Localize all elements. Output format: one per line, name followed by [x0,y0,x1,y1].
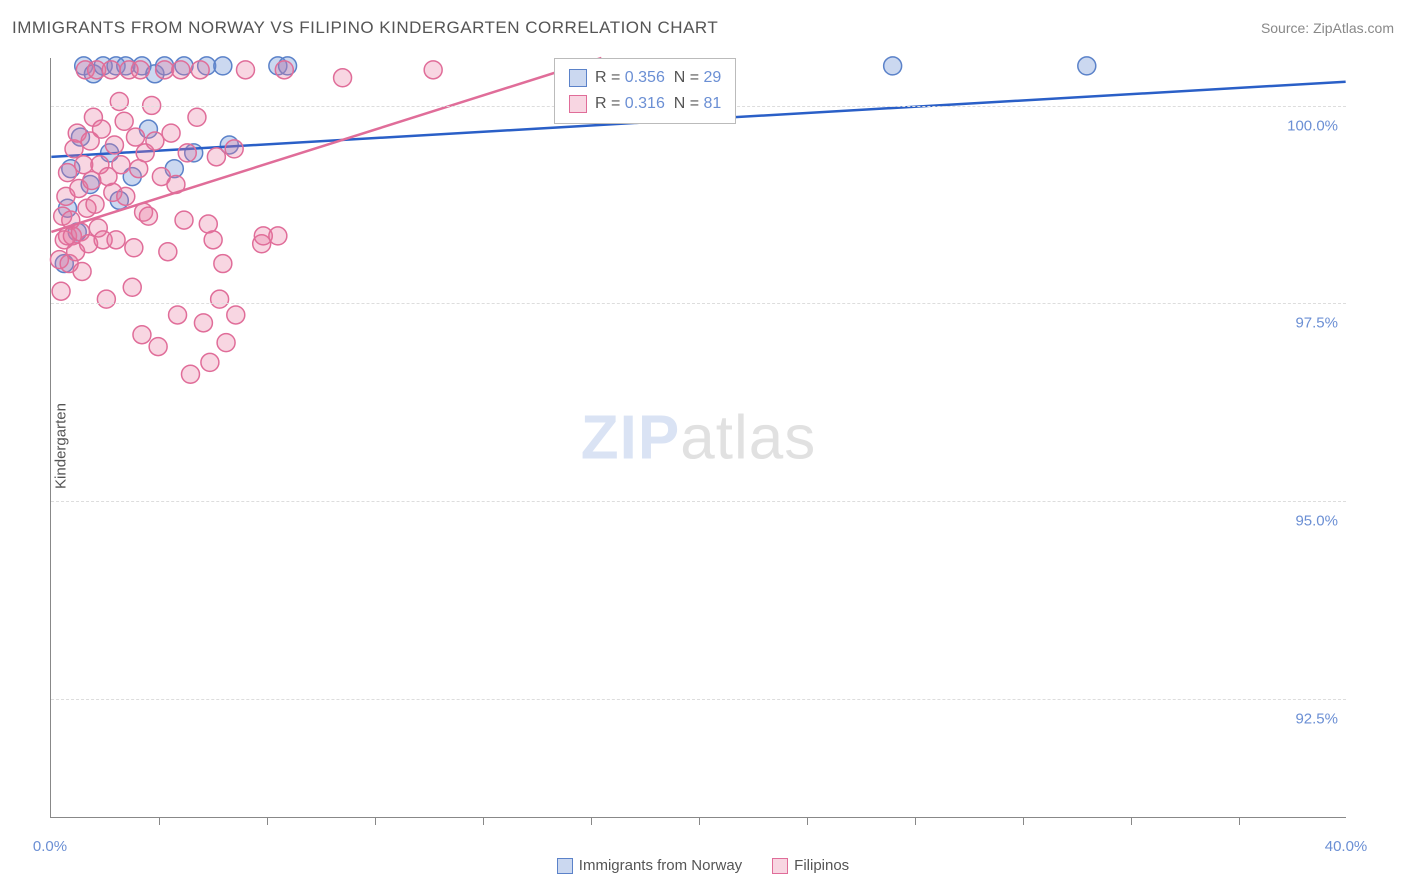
stats-swatch-filipinos [569,95,587,113]
stats-text-filipinos: R = 0.316 N = 81 [595,91,721,117]
legend-item-norway: Immigrants from Norway [557,857,742,874]
x-tick [1239,817,1240,825]
data-point-filipinos [125,239,143,257]
x-tick [915,817,916,825]
source-label: Source: ZipAtlas.com [1261,20,1394,36]
data-point-filipinos [424,61,442,79]
data-point-filipinos [225,140,243,158]
x-tick [807,817,808,825]
data-point-filipinos [214,255,232,273]
stats-row-norway: R = 0.356 N = 29 [569,65,721,91]
x-tick [591,817,592,825]
data-point-filipinos [334,69,352,87]
data-point-filipinos [162,124,180,142]
data-point-filipinos [149,338,167,356]
data-point-filipinos [217,334,235,352]
data-point-filipinos [146,132,164,150]
legend-item-filipinos: Filipinos [772,857,849,874]
data-point-filipinos [178,144,196,162]
x-tick [375,817,376,825]
data-point-filipinos [117,187,135,205]
gridline [51,303,1346,304]
data-point-filipinos [227,306,245,324]
gridline [51,699,1346,700]
data-point-filipinos [115,112,133,130]
y-tick-label: 95.0% [1295,513,1338,530]
data-point-norway [214,57,232,75]
x-max-label: 40.0% [1325,838,1368,855]
data-point-filipinos [126,128,144,146]
y-tick-label: 100.0% [1287,117,1338,134]
data-point-filipinos [237,61,255,79]
data-point-filipinos [105,136,123,154]
data-point-filipinos [269,227,287,245]
data-point-filipinos [97,290,115,308]
stats-swatch-norway [569,69,587,87]
legend-label-norway: Immigrants from Norway [579,857,742,874]
x-tick [1023,817,1024,825]
y-tick-label: 92.5% [1295,711,1338,728]
legend-swatch-filipinos [772,858,788,874]
chart-title: IMMIGRANTS FROM NORWAY VS FILIPINO KINDE… [12,18,718,38]
scatter-svg [51,58,1346,817]
data-point-filipinos [194,314,212,332]
x-tick [483,817,484,825]
data-point-filipinos [191,61,209,79]
data-point-filipinos [133,326,151,344]
bottom-legend: Immigrants from Norway Filipinos [0,857,1406,874]
data-point-filipinos [86,195,104,213]
data-point-norway [884,57,902,75]
data-point-filipinos [59,164,77,182]
data-point-filipinos [211,290,229,308]
data-point-filipinos [201,353,219,371]
legend-swatch-norway [557,858,573,874]
data-point-filipinos [204,231,222,249]
stats-text-norway: R = 0.356 N = 29 [595,65,721,91]
data-point-filipinos [207,148,225,166]
data-point-filipinos [156,61,174,79]
x-tick [159,817,160,825]
stats-box: R = 0.356 N = 29R = 0.316 N = 81 [554,58,736,124]
data-point-filipinos [188,108,206,126]
data-point-filipinos [131,61,149,79]
data-point-filipinos [102,61,120,79]
stats-row-filipinos: R = 0.316 N = 81 [569,91,721,117]
gridline [51,501,1346,502]
data-point-filipinos [73,262,91,280]
data-point-norway [1078,57,1096,75]
data-point-filipinos [159,243,177,261]
data-point-filipinos [112,156,130,174]
data-point-filipinos [175,211,193,229]
data-point-filipinos [169,306,187,324]
x-tick [267,817,268,825]
data-point-filipinos [52,282,70,300]
legend-label-filipinos: Filipinos [794,857,849,874]
data-point-filipinos [172,61,190,79]
data-point-filipinos [275,61,293,79]
data-point-filipinos [139,207,157,225]
x-min-label: 0.0% [33,838,67,855]
y-tick-label: 97.5% [1295,315,1338,332]
x-tick [699,817,700,825]
data-point-filipinos [107,231,125,249]
data-point-filipinos [65,140,83,158]
plot-area: ZIPatlas 100.0%97.5%95.0%92.5% [50,58,1346,818]
data-point-filipinos [182,365,200,383]
data-point-filipinos [110,92,128,110]
header: IMMIGRANTS FROM NORWAY VS FILIPINO KINDE… [12,18,1394,38]
x-tick [1131,817,1132,825]
data-point-filipinos [123,278,141,296]
data-point-filipinos [93,120,111,138]
